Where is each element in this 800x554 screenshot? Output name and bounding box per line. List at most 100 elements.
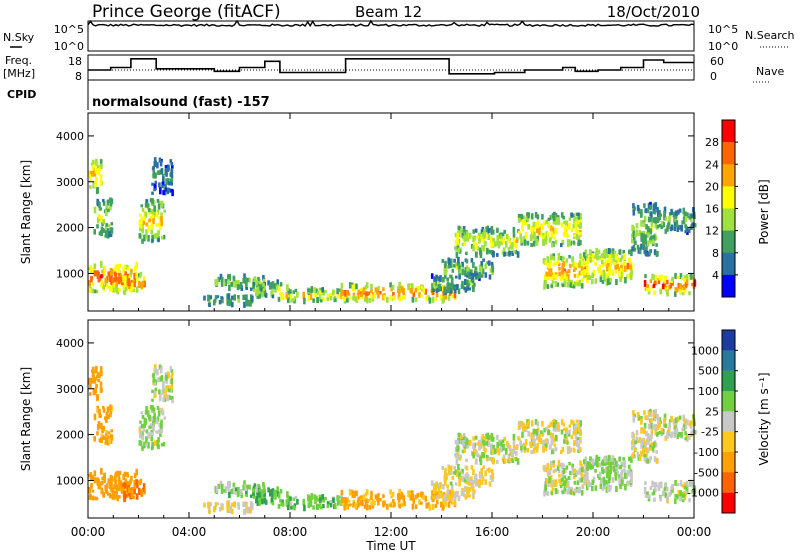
power-cell xyxy=(99,174,103,180)
power-cell xyxy=(572,240,576,245)
velocity-cell xyxy=(455,482,458,486)
power-cell xyxy=(687,228,691,233)
power-cell xyxy=(545,220,548,224)
power-cell xyxy=(100,226,104,233)
power-cell xyxy=(460,283,464,289)
power-cell xyxy=(670,208,673,215)
velocity-cell xyxy=(425,502,428,509)
power-cell xyxy=(577,212,580,216)
power-cell xyxy=(526,240,530,246)
velocity-cell xyxy=(360,495,363,502)
power-cell xyxy=(500,234,503,240)
power-cell xyxy=(119,273,123,278)
power-cell xyxy=(257,276,260,282)
power-cell xyxy=(227,295,230,302)
velocity-cell xyxy=(345,505,348,510)
x-tick-label: 04:00 xyxy=(172,525,207,539)
power-cell xyxy=(512,233,516,238)
power-cell xyxy=(462,235,466,240)
power-cell xyxy=(542,235,545,241)
power-cell xyxy=(568,217,572,221)
power-cell xyxy=(218,299,222,305)
velocity-cell xyxy=(256,499,260,506)
power-cell xyxy=(458,273,461,280)
power-cell xyxy=(552,220,556,225)
power-cell xyxy=(658,214,662,221)
power-cell xyxy=(551,242,554,248)
power-cell xyxy=(490,226,494,232)
power-cell xyxy=(606,264,609,272)
velocity-cell xyxy=(271,494,274,500)
power-cell xyxy=(109,271,112,276)
velocity-cell xyxy=(347,499,351,503)
power-cell xyxy=(546,284,550,289)
power-cell xyxy=(454,286,457,290)
velocity-cell xyxy=(454,446,458,453)
power-cell xyxy=(230,281,233,287)
velocity-cell xyxy=(102,425,106,432)
power-colorbar-label: Power [dB] xyxy=(757,179,771,244)
power-cell xyxy=(157,203,161,210)
power-cell xyxy=(659,289,663,295)
velocity-cell xyxy=(535,445,539,453)
velocity-cell xyxy=(466,444,469,449)
power-cell xyxy=(485,226,488,233)
power-cell xyxy=(597,249,601,254)
power-cell xyxy=(621,270,624,275)
velocity-cell xyxy=(646,491,649,495)
power-cell xyxy=(584,255,588,261)
power-cell xyxy=(322,290,326,296)
power-cell xyxy=(262,275,265,281)
power-cell xyxy=(116,263,119,270)
power-cell xyxy=(271,287,274,293)
power-cell xyxy=(649,228,652,235)
power-cell xyxy=(228,273,231,281)
velocity-cell xyxy=(676,494,679,500)
velocity-cell xyxy=(558,478,561,484)
velocity-cell xyxy=(518,437,521,441)
velocity-cell xyxy=(361,502,364,507)
velocity-cell xyxy=(166,394,170,402)
power-colorbar-tick-label: 24 xyxy=(705,158,719,171)
power-cell xyxy=(643,247,647,251)
velocity-cell xyxy=(465,438,469,446)
velocity-cell xyxy=(496,460,499,464)
power-cell xyxy=(94,180,98,186)
velocity-cell xyxy=(314,499,317,505)
velocity-cell xyxy=(105,483,109,489)
power-cell xyxy=(608,254,611,261)
velocity-cell xyxy=(98,409,101,416)
power-cell xyxy=(691,276,695,281)
velocity-cell xyxy=(520,421,524,427)
power-cell xyxy=(403,294,406,300)
power-cell xyxy=(454,232,458,238)
power-cell xyxy=(114,264,118,269)
velocity-cell xyxy=(440,491,444,498)
velocity-cell xyxy=(496,434,499,440)
power-cell xyxy=(242,277,245,284)
velocity-cell xyxy=(522,442,526,449)
power-cell xyxy=(591,258,594,263)
power-cell xyxy=(616,263,619,270)
cpid-value: normalsound (fast) -157 xyxy=(92,95,270,110)
velocity-cell xyxy=(109,478,112,483)
power-cell xyxy=(151,167,155,171)
power-cell xyxy=(256,292,260,299)
power-cell xyxy=(645,240,648,245)
velocity-cell xyxy=(512,448,516,455)
velocity-cell xyxy=(343,497,347,504)
velocity-cell xyxy=(228,480,231,488)
power-cell xyxy=(108,285,112,292)
power-cell xyxy=(106,285,110,289)
power-cell xyxy=(565,271,568,279)
power-cell xyxy=(574,216,578,220)
velocity-cell xyxy=(307,502,311,509)
power-cell xyxy=(162,176,165,183)
power-cell xyxy=(276,279,279,287)
velocity-cell xyxy=(487,441,490,447)
velocity-cell xyxy=(456,439,459,447)
velocity-cell xyxy=(243,508,246,515)
velocity-cell xyxy=(131,489,134,496)
velocity-cell xyxy=(128,487,131,494)
